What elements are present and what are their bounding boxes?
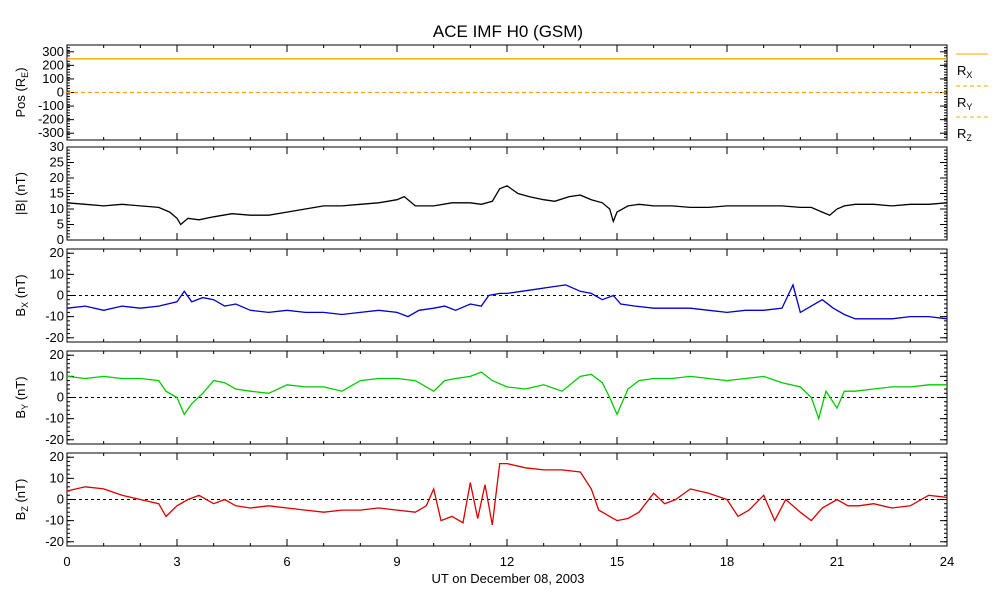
y-tick-label: 20	[50, 347, 64, 362]
y-tick-label: -20	[45, 432, 64, 447]
y-tick-label: 200	[42, 57, 64, 72]
legend: RX RY RZ	[956, 53, 988, 143]
y-tick-label: 10	[50, 266, 64, 281]
y-tick-label: -300	[38, 125, 64, 140]
y-tick-label: -100	[38, 98, 64, 113]
x-tick-label: 0	[63, 554, 70, 569]
y-tick-label: 5	[57, 217, 64, 232]
y-tick-label: 25	[50, 155, 64, 170]
legend-label-2: RZ	[957, 126, 972, 143]
y-tick-label: -20	[45, 534, 64, 549]
x-tick-label: 12	[500, 554, 514, 569]
y-axis-label-pos: Pos (RE)	[13, 67, 30, 117]
y-tick-label: 10	[50, 470, 64, 485]
y-axis-label-BY: BY (nT)	[13, 376, 30, 418]
x-tick-label: 18	[720, 554, 734, 569]
panel-BX: 20 10 0 -10 -20 BX (nT)	[13, 245, 948, 345]
y-tick-label: 20	[50, 170, 64, 185]
y-tick-label: 15	[50, 186, 64, 201]
y-tick-label: 30	[50, 139, 64, 154]
series-line-B-0	[66, 185, 948, 226]
y-tick-label: 0	[57, 390, 64, 405]
y-tick-label: -20	[45, 330, 64, 345]
y-tick-label: 10	[50, 201, 64, 216]
panel-BY: 20 10 0 -10 -20 BY (nT)	[13, 347, 948, 447]
y-tick-label: -10	[45, 309, 64, 324]
legend-label-1: RY	[957, 95, 972, 112]
x-axis: 0 3 6 9 12 15 18 21 24	[63, 554, 954, 569]
panel-frame	[66, 146, 948, 241]
x-tick-label: 9	[393, 554, 400, 569]
y-tick-label: -10	[45, 513, 64, 528]
series-line-BX-0	[66, 283, 948, 320]
y-tick-label: -10	[45, 411, 64, 426]
y-axis-label-BX: BX (nT)	[13, 274, 30, 316]
y-tick-label: 100	[42, 71, 64, 86]
y-tick-label: -200	[38, 112, 64, 127]
y-tick-label: 20	[50, 449, 64, 464]
series-line-BZ-0	[66, 462, 948, 526]
y-tick-label: 0	[57, 85, 64, 100]
y-axis-label-BZ: BZ (nT)	[13, 479, 30, 521]
x-tick-label: 6	[283, 554, 290, 569]
chart-title: ACE IMF H0 (GSM)	[433, 22, 583, 41]
x-tick-label: 21	[830, 554, 844, 569]
y-axis-label-B: |B| (nT)	[13, 172, 28, 215]
y-tick-label: 10	[50, 368, 64, 383]
panel-BZ: 20 10 0 -10 -20 BZ (nT)	[13, 449, 948, 549]
y-tick-label: 0	[57, 288, 64, 303]
x-axis-label: UT on December 08, 2003	[432, 571, 585, 586]
y-tick-label: 20	[50, 245, 64, 260]
x-tick-label: 3	[173, 554, 180, 569]
legend-label-0: RX	[957, 63, 972, 80]
y-tick-label: 0	[57, 232, 64, 247]
series-line-BY-0	[66, 371, 947, 421]
y-tick-label: 0	[57, 492, 64, 507]
y-tick-label: 300	[42, 44, 64, 59]
x-tick-label: 24	[940, 554, 954, 569]
x-tick-label: 15	[610, 554, 624, 569]
